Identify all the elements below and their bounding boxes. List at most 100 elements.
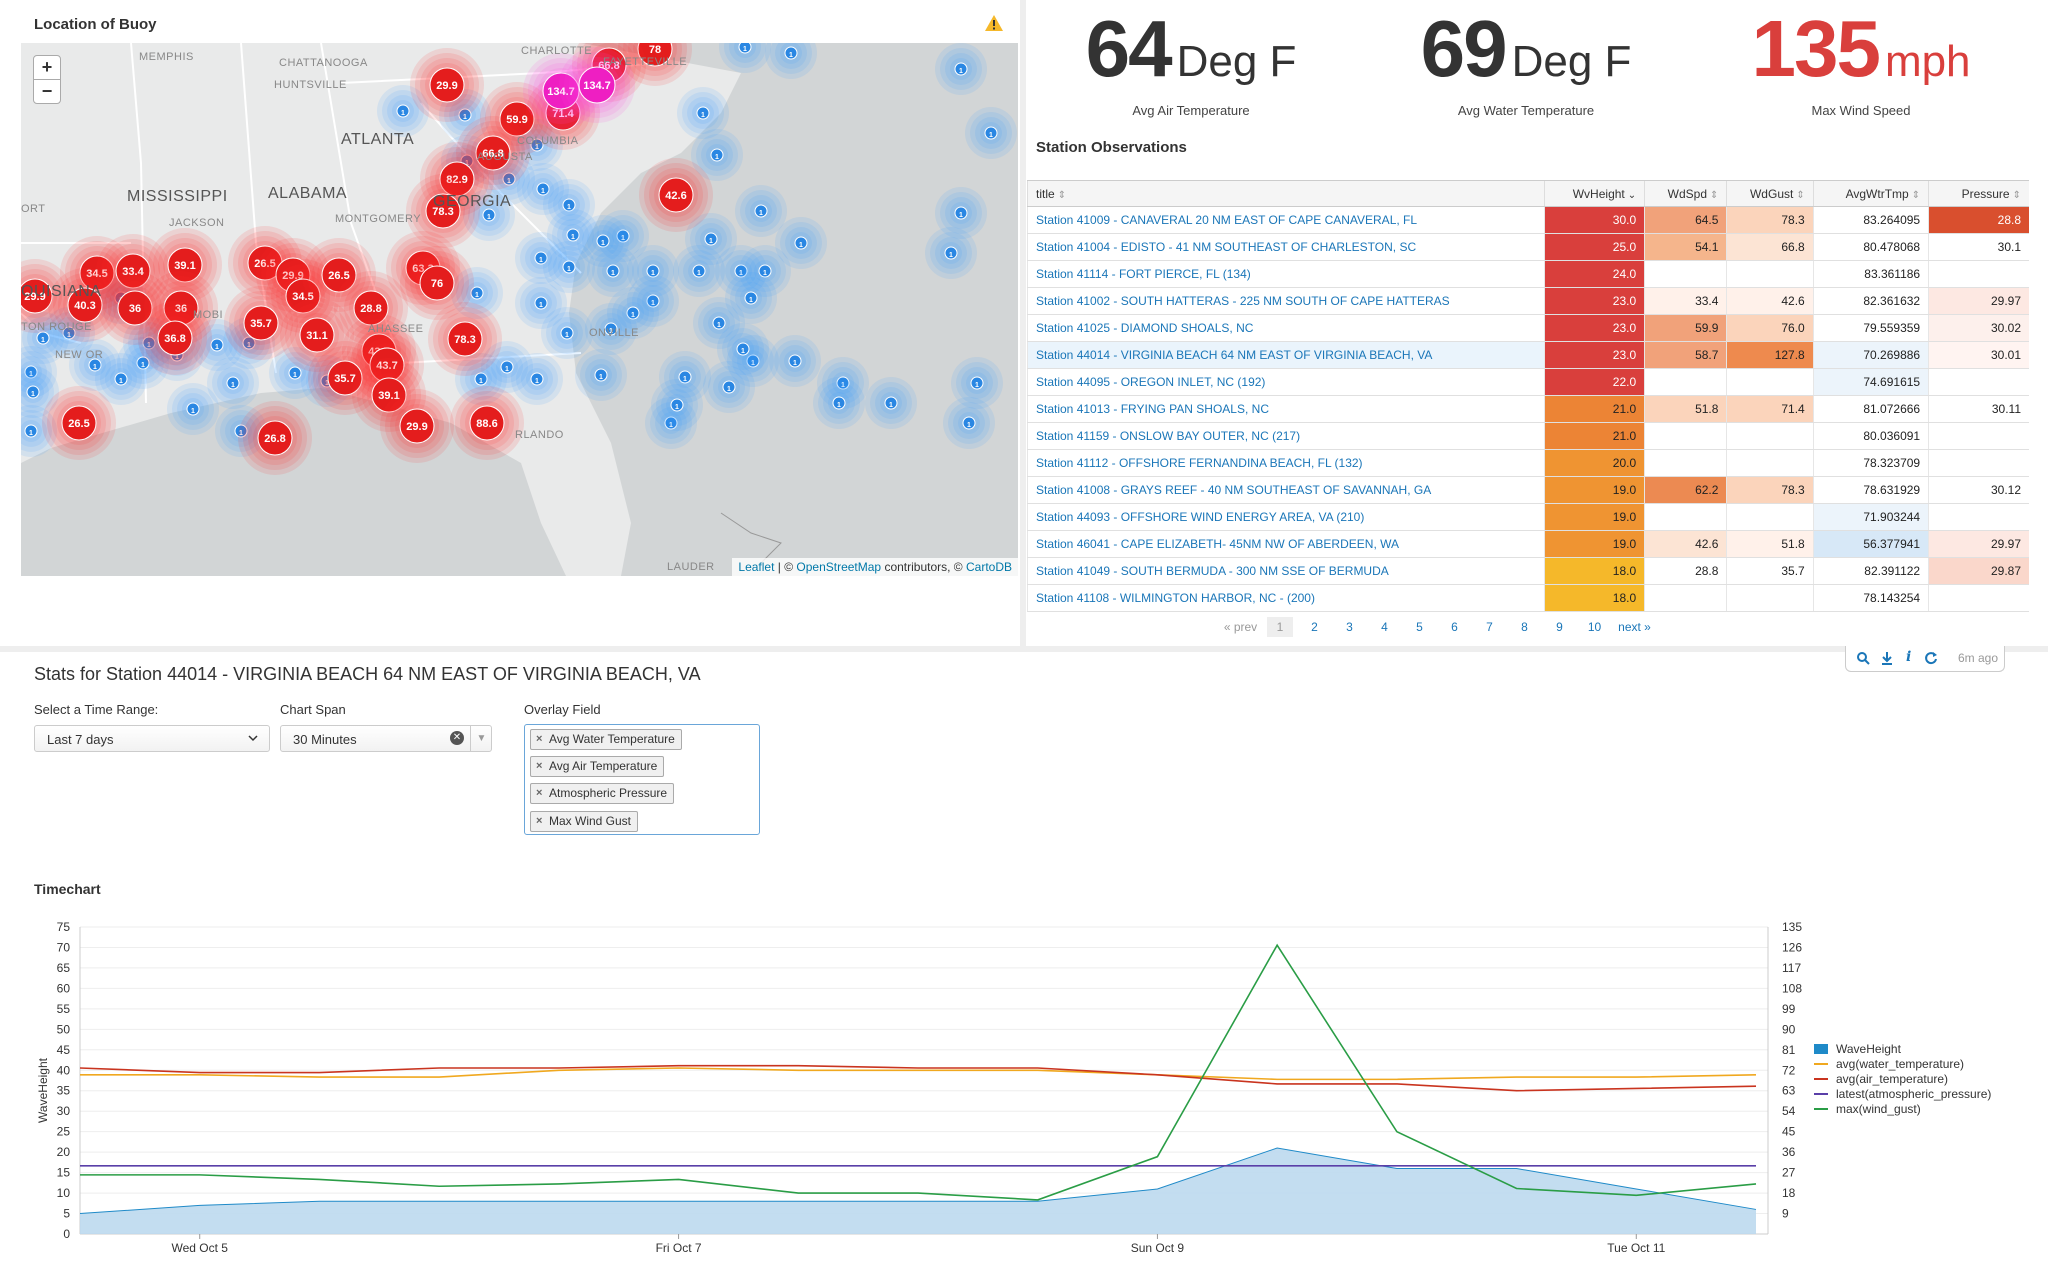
buoy-marker-blue[interactable]: 1 bbox=[727, 335, 779, 387]
buoy-marker-blue[interactable]: 1 bbox=[597, 210, 649, 262]
zoom-out-button[interactable]: − bbox=[33, 79, 61, 104]
buoy-marker-red[interactable]: 33.4 bbox=[96, 234, 170, 308]
buoy-marker-blue[interactable]: 1 bbox=[69, 339, 121, 391]
leaflet-link[interactable]: Leaflet bbox=[738, 560, 775, 574]
buoy-marker-blue[interactable]: 1 bbox=[451, 267, 503, 319]
buoy-marker-blue[interactable]: 1 bbox=[377, 85, 429, 137]
buoy-marker-red[interactable]: 76 bbox=[400, 246, 474, 320]
prev-page-link[interactable]: « prev bbox=[1223, 620, 1258, 634]
buoy-marker-blue[interactable]: 1 bbox=[543, 241, 595, 293]
table-row[interactable]: Station 41009 - CANAVERAL 20 NM EAST OF … bbox=[1027, 206, 2029, 234]
buoy-marker-blue[interactable]: 1 bbox=[715, 245, 767, 297]
buoy-marker-blue[interactable]: 1 bbox=[547, 209, 599, 261]
buoy-marker-blue[interactable]: 1 bbox=[207, 357, 259, 409]
cartodb-link[interactable]: CartoDB bbox=[965, 560, 1012, 574]
buoy-map[interactable]: 1 1 1 1 1 1 1 1 1 1 1 1 1 1 1 1 1 1 1 1 1 1 1 1 1 1 1 1 1 1 1 1 1 1 1 1 1 1 1 1… bbox=[21, 43, 1018, 576]
buoy-marker-blue[interactable]: 1 bbox=[627, 245, 679, 297]
buoy-marker-blue[interactable]: 1 bbox=[21, 366, 59, 418]
buoy-marker-blue[interactable]: 1 bbox=[925, 227, 977, 279]
overlay-tag[interactable]: × Atmospheric Pressure bbox=[530, 783, 675, 804]
buoy-marker-red[interactable]: 35.7 bbox=[224, 286, 298, 360]
buoy-marker-blue[interactable]: 1 bbox=[585, 303, 637, 355]
station-link[interactable]: Station 41114 - FORT PIERCE, FL (134) bbox=[1027, 260, 1545, 288]
column-header-title[interactable]: title ⇕ bbox=[1027, 180, 1545, 207]
buoy-marker-blue[interactable]: 1 bbox=[21, 346, 57, 398]
buoy-marker-blue[interactable]: 1 bbox=[951, 357, 1003, 409]
station-link[interactable]: Station 41025 - DIAMOND SHOALS, NC bbox=[1027, 314, 1545, 342]
page-link[interactable]: 9 bbox=[1556, 620, 1563, 634]
station-link[interactable]: Station 41108 - WILMINGTON HARBOR, NC - … bbox=[1027, 584, 1545, 612]
page-link[interactable]: 4 bbox=[1381, 620, 1388, 634]
buoy-marker-blue[interactable]: 1 bbox=[117, 337, 169, 389]
buoy-marker-blue[interactable]: 1 bbox=[735, 185, 787, 237]
remove-tag-icon[interactable]: × bbox=[536, 787, 543, 799]
station-link[interactable]: Station 44095 - OREGON INLET, NC (192) bbox=[1027, 368, 1545, 396]
column-header-wvheight[interactable]: WvHeight ⌄ bbox=[1543, 180, 1645, 207]
table-row[interactable]: Station 41008 - GRAYS REEF - 40 NM SOUTH… bbox=[1027, 476, 2029, 504]
remove-tag-icon[interactable]: × bbox=[536, 815, 543, 827]
buoy-marker-blue[interactable]: 1 bbox=[481, 341, 533, 393]
buoy-marker-blue[interactable]: 1 bbox=[725, 272, 777, 324]
clear-icon[interactable]: ✕ bbox=[450, 731, 464, 745]
table-row[interactable]: Station 41049 - SOUTH BERMUDA - 300 NM S… bbox=[1027, 557, 2029, 585]
page-link[interactable]: 10 bbox=[1587, 620, 1602, 634]
station-link[interactable]: Station 41004 - EDISTO - 41 NM SOUTHEAST… bbox=[1027, 233, 1545, 261]
buoy-marker-blue[interactable]: 1 bbox=[693, 297, 745, 349]
buoy-marker-magenta[interactable]: 134.7 bbox=[523, 53, 599, 129]
table-row[interactable]: Station 44095 - OREGON INLET, NC (192) 22… bbox=[1027, 368, 2029, 396]
buoy-marker-blue[interactable]: 1 bbox=[865, 377, 917, 429]
overlay-tag[interactable]: × Avg Air Temperature bbox=[530, 756, 665, 777]
buoy-marker-blue[interactable]: 1 bbox=[577, 215, 629, 267]
buoy-marker-blue[interactable]: 1 bbox=[717, 323, 769, 375]
buoy-marker-blue[interactable]: 1 bbox=[659, 351, 711, 403]
buoy-marker-blue[interactable]: 1 bbox=[691, 129, 743, 181]
refresh-icon[interactable] bbox=[1924, 651, 1938, 665]
download-icon[interactable] bbox=[1880, 651, 1894, 665]
buoy-marker-blue[interactable]: 1 bbox=[719, 43, 771, 73]
next-page-link[interactable]: next » bbox=[1618, 620, 1651, 634]
remove-tag-icon[interactable]: × bbox=[536, 733, 543, 745]
buoy-marker-blue[interactable]: 1 bbox=[541, 307, 593, 359]
buoy-marker-blue[interactable]: 1 bbox=[765, 43, 817, 79]
station-link[interactable]: Station 41013 - FRYING PAN SHOALS, NC bbox=[1027, 395, 1545, 423]
buoy-marker-blue[interactable]: 1 bbox=[775, 217, 827, 269]
buoy-marker-blue[interactable]: 1 bbox=[517, 163, 569, 215]
table-row[interactable]: Station 41004 - EDISTO - 41 NM SOUTHEAST… bbox=[1027, 233, 2029, 261]
buoy-marker-red[interactable]: 26.5 bbox=[42, 386, 116, 460]
buoy-marker-blue[interactable]: 1 bbox=[223, 317, 275, 369]
buoy-marker-blue[interactable]: 1 bbox=[587, 245, 639, 297]
station-link[interactable]: Station 46041 - CAPE ELIZABETH- 45NM NW … bbox=[1027, 530, 1545, 558]
buoy-marker-red[interactable]: 88.6 bbox=[450, 386, 524, 460]
buoy-marker-blue[interactable]: 1 bbox=[607, 287, 659, 339]
station-link[interactable]: Station 41008 - GRAYS REEF - 40 NM SOUTH… bbox=[1027, 476, 1545, 504]
table-row[interactable]: Station 41112 - OFFSHORE FERNANDINA BEAC… bbox=[1027, 449, 2029, 477]
column-header-avgwtrtmp[interactable]: AvgWtrTmp ⇕ bbox=[1812, 180, 1929, 207]
buoy-marker-blue[interactable]: 1 bbox=[813, 377, 865, 429]
table-row[interactable]: Station 46041 - CAPE ELIZABETH- 45NM NW … bbox=[1027, 530, 2029, 558]
buoy-marker-blue[interactable]: 1 bbox=[651, 379, 703, 431]
overlay-field-multiselect[interactable]: × Avg Water Temperature × Avg Air Temperat… bbox=[524, 724, 760, 835]
page-link[interactable]: 5 bbox=[1416, 620, 1423, 634]
buoy-marker-blue[interactable]: 1 bbox=[21, 312, 69, 364]
table-row[interactable]: Station 41013 - FRYING PAN SHOALS, NC 21.… bbox=[1027, 395, 2029, 423]
overlay-tag[interactable]: × Avg Water Temperature bbox=[530, 729, 682, 750]
search-icon[interactable] bbox=[1856, 651, 1870, 665]
buoy-marker-blue[interactable]: 1 bbox=[935, 43, 987, 95]
caret-down-icon[interactable]: ▼ bbox=[470, 725, 492, 752]
buoy-marker-red[interactable]: 31.1 bbox=[280, 298, 354, 372]
timechart[interactable]: 0 5 10 15 20 25 30 35 40 45 50 55 60 65 70 75 9 18 27 36 45 5… bbox=[0, 897, 2048, 1279]
buoy-marker-red[interactable]: 29.9 bbox=[21, 259, 72, 333]
table-row[interactable]: Station 41114 - FORT PIERCE, FL (134) 24.… bbox=[1027, 260, 2029, 288]
buoy-marker-red[interactable]: 43.7 bbox=[350, 328, 424, 402]
buoy-marker-blue[interactable]: 1 bbox=[455, 353, 507, 405]
buoy-marker-red[interactable]: 29.9 bbox=[380, 389, 454, 463]
buoy-marker-blue[interactable]: 1 bbox=[673, 245, 725, 297]
buoy-marker-blue[interactable]: 1 bbox=[515, 232, 567, 284]
table-row[interactable]: Station 41159 - ONSLOW BAY OUTER, NC (21… bbox=[1027, 422, 2029, 450]
buoy-marker-blue[interactable]: 1 bbox=[215, 405, 267, 457]
buoy-marker-blue[interactable]: 1 bbox=[269, 347, 321, 399]
buoy-marker-red[interactable]: 42.6 bbox=[639, 158, 713, 232]
table-row[interactable]: Station 41108 - WILMINGTON HARBOR, NC - … bbox=[1027, 584, 2029, 612]
station-link[interactable]: Station 41112 - OFFSHORE FERNANDINA BEAC… bbox=[1027, 449, 1545, 477]
station-link[interactable]: Station 44093 - OFFSHORE WIND ENERGY ARE… bbox=[1027, 503, 1545, 531]
